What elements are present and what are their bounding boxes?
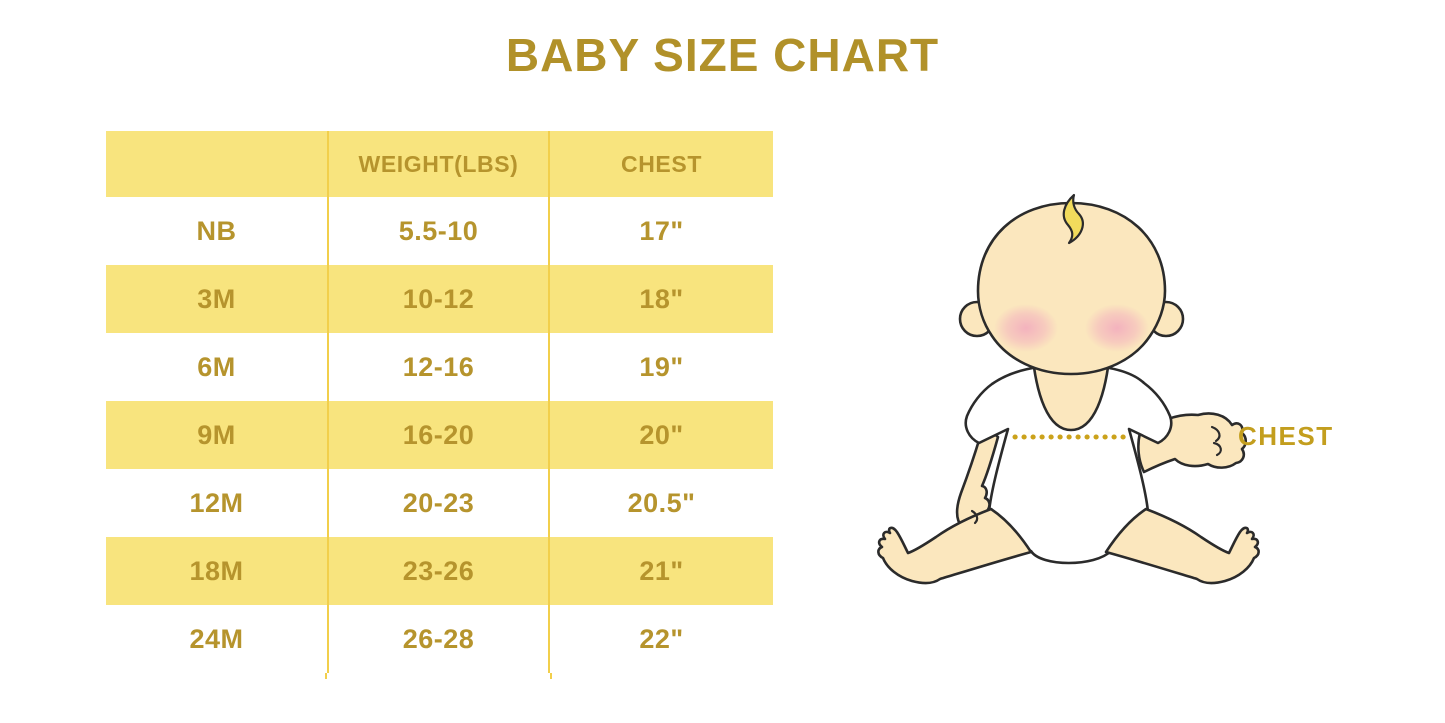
cell-chest: 18"	[550, 265, 773, 333]
cell-chest: 20"	[550, 401, 773, 469]
baby-fist-knuckle-top	[1210, 425, 1221, 443]
cell-weight: 10-12	[327, 265, 550, 333]
cell-weight: 5.5-10	[327, 197, 550, 265]
header-weight: WEIGHT(LBS)	[327, 131, 550, 197]
size-table-body: NB 5.5-10 17" 3M 10-12 18" 6M 12-16 19" 9M 16-20 20…	[106, 197, 773, 673]
baby-hair-curl	[1062, 193, 1084, 245]
cell-weight: 26-28	[327, 605, 550, 673]
baby-right-cheek	[1085, 304, 1149, 352]
cell-size: 3M	[106, 265, 327, 333]
baby-fist-knuckle-bottom	[1212, 441, 1222, 457]
divider-tail-left	[325, 673, 327, 679]
table-row-18m: 18M 23-26 21"	[106, 537, 773, 605]
cell-weight: 16-20	[327, 401, 550, 469]
cell-chest: 20.5"	[627, 487, 696, 518]
cell-weight: 20-23	[327, 469, 550, 537]
header-size-blank	[106, 131, 327, 197]
cell-size: 24M	[189, 623, 244, 654]
baby-left-hand-crease	[970, 509, 979, 525]
cell-weight: 23-26	[327, 537, 550, 605]
baby-left-cheek	[994, 304, 1058, 352]
chest-measure-label: CHEST	[1238, 421, 1334, 451]
cell-size: 9M	[106, 401, 327, 469]
header-chest: CHEST	[550, 131, 773, 197]
cell-weight: 12-16	[327, 333, 550, 401]
table-header-row: WEIGHT(LBS) CHEST	[106, 131, 773, 197]
divider-tail-right	[550, 673, 552, 679]
cell-chest: 19"	[639, 351, 684, 382]
table-row-3m: 3M 10-12 18"	[106, 265, 773, 333]
page-title: BABY SIZE CHART	[505, 29, 940, 81]
cell-chest: 17"	[639, 215, 684, 246]
cell-size: NB	[196, 215, 237, 246]
size-table: WEIGHT(LBS) CHEST NB 5.5-10 17" 3M 10-12 18" 6…	[106, 131, 773, 679]
cell-chest: 22"	[639, 623, 684, 654]
cell-size: 12M	[189, 487, 244, 518]
baby-left-leg	[877, 507, 1033, 585]
table-row-24m: 24M 26-28 22"	[106, 605, 773, 673]
table-row-6m: 6M 12-16 19"	[106, 333, 773, 401]
table-row-12m: 12M 20-23 20.5"	[106, 469, 773, 537]
table-row-9m: 9M 16-20 20"	[106, 401, 773, 469]
table-row-nb: NB 5.5-10 17"	[106, 197, 773, 265]
cell-chest: 21"	[550, 537, 773, 605]
cell-size: 18M	[106, 537, 327, 605]
cell-size: 6M	[197, 351, 236, 382]
baby-right-leg	[1104, 507, 1260, 585]
baby-illustration	[877, 193, 1260, 585]
